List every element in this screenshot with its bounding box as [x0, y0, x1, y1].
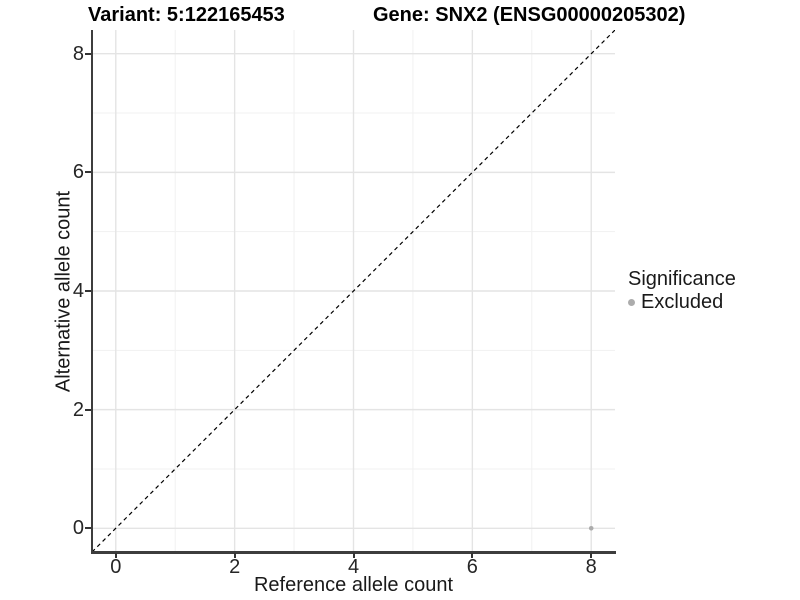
x-tick-label: 4	[347, 556, 360, 578]
y-tick-label: 2	[72, 398, 84, 421]
plot-title-gene: Gene: SNX2 (ENSG00000205302)	[373, 4, 686, 26]
y-tick-label: 6	[72, 161, 84, 184]
y-axis-title: Alternative allele count	[52, 190, 75, 393]
y-axis-line	[91, 30, 93, 553]
x-axis-tick	[590, 553, 593, 558]
identity-line	[92, 30, 615, 552]
x-tick-label: 6	[466, 556, 478, 578]
x-axis-title: Reference allele count	[253, 574, 453, 596]
legend-entries: Excluded	[628, 291, 800, 314]
x-tick-label: 0	[110, 556, 122, 578]
y-tick-label: 4	[72, 280, 84, 302]
x-axis-line	[91, 551, 616, 554]
y-axis-tick	[85, 408, 91, 411]
y-axis-tick	[85, 527, 91, 530]
y-tick-label: 0	[72, 517, 84, 540]
plot-title-variant: Variant: 5:122165453	[88, 4, 285, 26]
legend-entry: Excluded	[628, 291, 800, 314]
legend-entry-label: Excluded	[641, 291, 724, 313]
y-axis-tick	[85, 52, 91, 55]
x-axis-tick	[352, 553, 355, 558]
x-tick-label: 8	[585, 556, 597, 578]
plot-panel	[92, 30, 615, 552]
x-axis-tick	[471, 553, 474, 558]
y-tick-label: 8	[72, 42, 84, 65]
plot-area	[92, 30, 615, 552]
legend: Significance Excluded	[628, 268, 800, 314]
legend-marker-icon	[628, 299, 635, 306]
y-axis-tick	[85, 171, 91, 174]
x-axis-tick	[233, 553, 236, 558]
x-axis-tick	[114, 553, 117, 558]
legend-title: Significance	[628, 268, 736, 290]
y-axis-tick	[85, 290, 91, 292]
x-tick-label: 2	[229, 556, 241, 578]
data-point	[588, 525, 594, 531]
